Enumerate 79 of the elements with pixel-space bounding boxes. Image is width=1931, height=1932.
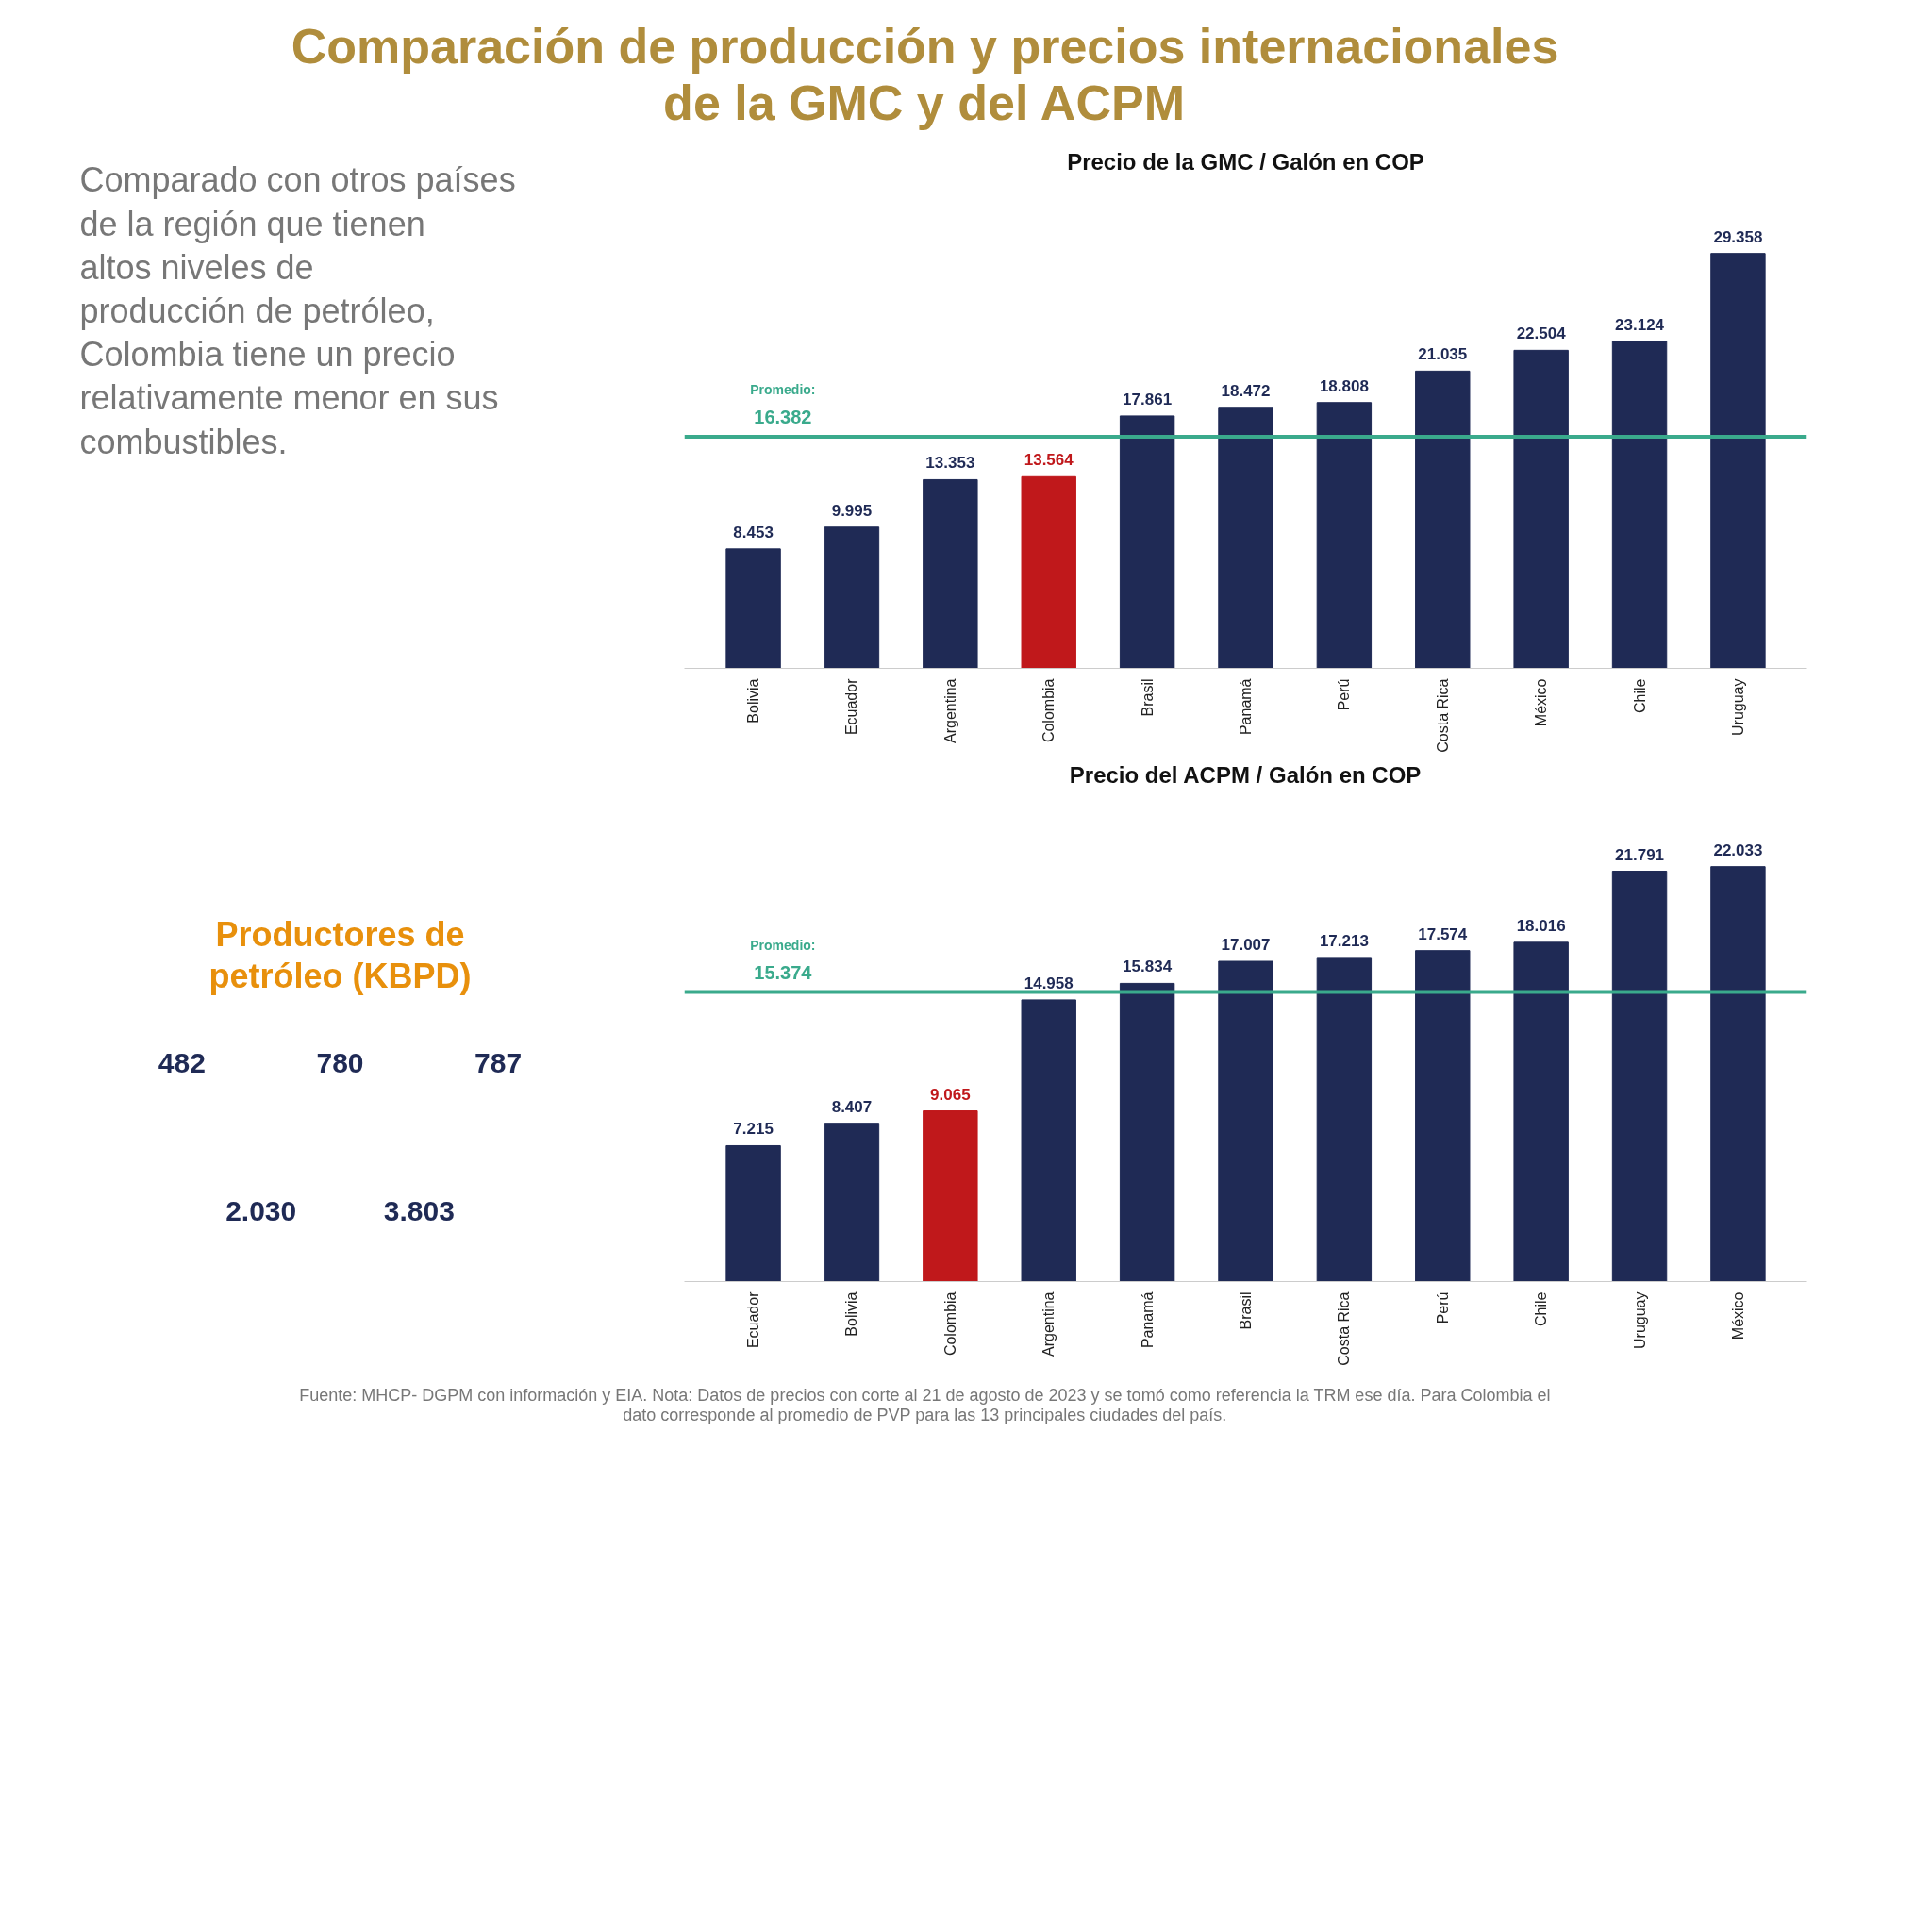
x-tick-label: Perú (1336, 678, 1353, 711)
data-label: 17.007 (1221, 936, 1271, 954)
bar (1611, 341, 1668, 669)
bar (1119, 982, 1175, 1282)
x-tick-label: México (1533, 678, 1550, 727)
text: Comparado con otros países de la región que tienen altos niveles de producción de petróleo, Colombia tiene un precio relativamente menor en sus combustibles. (79, 160, 516, 461)
ref-line-label: Promedio: 16.382 (750, 382, 816, 428)
bar (1218, 407, 1273, 669)
x-tick-label: Argentina (941, 678, 958, 743)
bar (1415, 370, 1471, 669)
x-tick-label: Panamá (1238, 678, 1254, 736)
bar (1513, 941, 1569, 1282)
ref-line-label: Promedio: 15.374 (750, 937, 816, 983)
data-label: 787 (474, 1047, 523, 1079)
chart-title: Precio del ACPM / Galón en COP (1069, 761, 1422, 788)
source-note: Fuente: MHCP- DGPM con información y EIA. Nota: Datos de precios con corte al 21 de agosto de 2023 y se tomó como referencia la TRM ese día. Para Colombia el dato corresponde al promedio de PVP para las 13 principales ciudades del país. (299, 1386, 1551, 1425)
x-tick-label: Brasil (1139, 678, 1156, 717)
bar (1710, 866, 1766, 1282)
data-label: 13.353 (925, 454, 975, 473)
data-label: 8.407 (831, 1097, 873, 1116)
x-tick-label: Argentina (1040, 1291, 1057, 1357)
bar (1218, 960, 1273, 1282)
bar (824, 526, 880, 669)
x-tick-label: Perú (1434, 1291, 1451, 1324)
data-label: 8.453 (733, 523, 774, 541)
x-tick-label: Ecuador (843, 677, 860, 736)
bar (923, 478, 978, 669)
x-tick-label: Bolivia (843, 1291, 860, 1337)
data-label: 17.574 (1418, 924, 1468, 943)
data-label: 21.035 (1418, 345, 1468, 364)
data-label: 23.124 (1615, 316, 1665, 335)
x-tick-label: Chile (1631, 678, 1648, 713)
data-label: 13.564 (1024, 451, 1074, 470)
bar (923, 1110, 978, 1282)
bar (725, 548, 781, 669)
x-tick-label: Brasil (1238, 1291, 1254, 1330)
x-tick-label: Ecuador (745, 1291, 762, 1349)
data-label: 3.803 (383, 1195, 455, 1226)
bar (1415, 950, 1471, 1282)
data-label: 29.358 (1713, 227, 1763, 246)
data-label: 9.995 (831, 501, 873, 520)
data-label: 17.861 (1123, 390, 1173, 408)
data-label: 7.215 (733, 1120, 774, 1139)
bar (1611, 871, 1668, 1282)
data-label: 18.016 (1516, 916, 1566, 935)
data-label: 18.808 (1319, 376, 1369, 395)
data-label: 780 (316, 1047, 364, 1079)
bar (1021, 475, 1076, 669)
data-label: 2.030 (225, 1195, 297, 1226)
x-tick-label: Uruguay (1729, 678, 1746, 736)
bar (1021, 999, 1076, 1282)
bar (1316, 957, 1373, 1282)
bar (725, 1144, 781, 1282)
x-tick-label: Panamá (1139, 1291, 1156, 1349)
bar (1119, 415, 1175, 669)
bar (1513, 349, 1569, 669)
x-tick-label: Colombia (1040, 678, 1057, 743)
x-tick-label: Uruguay (1631, 1291, 1648, 1349)
x-tick-label: Chile (1533, 1291, 1550, 1326)
data-label: 18.472 (1221, 381, 1271, 400)
data-label: 21.791 (1615, 845, 1665, 864)
text: Comparación de producción y precios internacionales de la GMC y del ACPM (291, 18, 1559, 131)
data-label: 22.033 (1713, 841, 1763, 859)
data-label: 15.834 (1123, 958, 1173, 976)
bar (824, 1123, 880, 1282)
chart-title: Precio de la GMC / Galón en COP (1067, 148, 1424, 175)
x-tick-label: Costa Rica (1336, 1291, 1353, 1366)
data-label: 482 (158, 1047, 206, 1079)
data-label: 9.065 (930, 1085, 971, 1104)
x-tick-label: Colombia (941, 1291, 958, 1357)
data-label: 22.504 (1516, 325, 1567, 343)
x-tick-label: Bolivia (745, 678, 762, 724)
data-label: 14.958 (1024, 974, 1074, 992)
data-label: 17.213 (1319, 931, 1369, 950)
bar (1710, 253, 1766, 669)
x-tick-label: México (1729, 1291, 1746, 1341)
text: Productores de petróleo (KBPD) (208, 915, 472, 996)
bar (1316, 402, 1373, 669)
x-tick-label: Costa Rica (1434, 678, 1451, 753)
